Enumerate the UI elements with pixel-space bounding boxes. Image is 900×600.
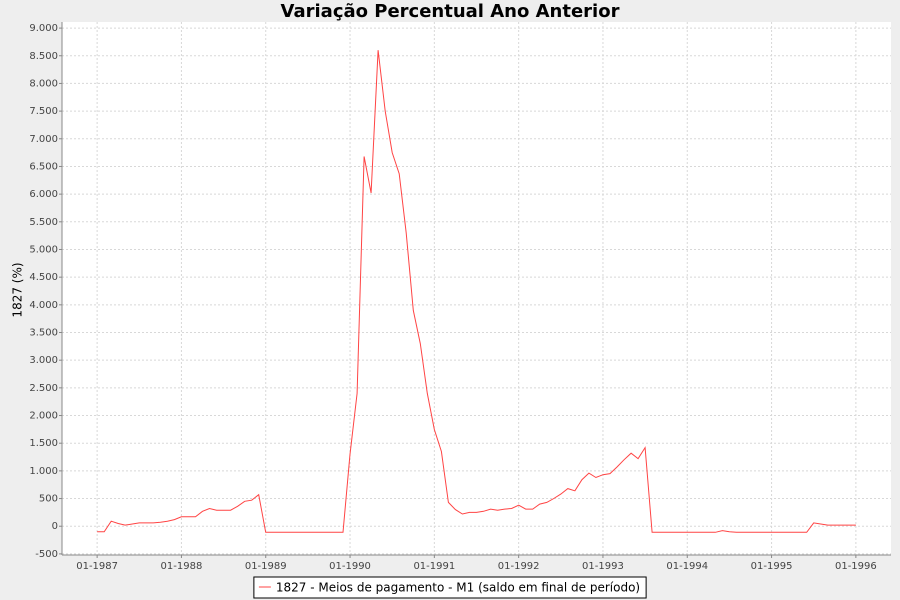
y-tick-label: 1.500: [29, 438, 58, 449]
plot-area: [62, 22, 891, 555]
x-tick-label: 01-1989: [245, 561, 287, 572]
y-tick-label: 4.500: [29, 272, 58, 283]
y-tick-label: 5.000: [29, 244, 58, 255]
y-tick-label: 8.000: [29, 78, 58, 89]
y-tick-label: 1.000: [29, 466, 58, 477]
y-axis-label: 1827 (%): [11, 262, 25, 317]
y-tick-label: 7.500: [29, 106, 58, 117]
y-tick-label: 9.000: [29, 23, 58, 34]
x-tick-label: 01-1988: [161, 561, 203, 572]
y-tick-label: 6.500: [29, 161, 58, 172]
y-tick-label: 4.000: [29, 300, 58, 311]
y-tick-label: 7.000: [29, 134, 58, 145]
x-tick-label: 01-1994: [666, 561, 708, 572]
x-tick-label: 01-1990: [329, 561, 371, 572]
y-tick-label: 3.000: [29, 355, 58, 366]
x-tick-label: 01-1995: [751, 561, 793, 572]
y-tick-label: -500: [35, 549, 58, 560]
y-tick-label: 0: [52, 521, 58, 532]
y-tick-label: 3.500: [29, 328, 58, 339]
x-tick-label: 01-1993: [582, 561, 624, 572]
legend-box: [253, 576, 647, 599]
y-tick-label: 500: [39, 494, 58, 505]
y-tick-label: 6.000: [29, 189, 58, 200]
y-tick-label: 2.500: [29, 383, 58, 394]
legend-label: 1827 - Meios de pagamento - M1 (saldo em…: [276, 581, 640, 595]
y-tick-label: 2.000: [29, 411, 58, 422]
y-tick-label: 5.500: [29, 217, 58, 228]
x-tick-label: 01-1996: [835, 561, 877, 572]
x-tick-label: 01-1991: [413, 561, 455, 572]
x-tick-label: 01-1992: [498, 561, 540, 572]
y-tick-label: 8.500: [29, 51, 58, 62]
x-tick-label: 01-1987: [76, 561, 118, 572]
chart-title: Variação Percentual Ano Anterior: [281, 1, 620, 22]
line-series: [97, 50, 856, 533]
